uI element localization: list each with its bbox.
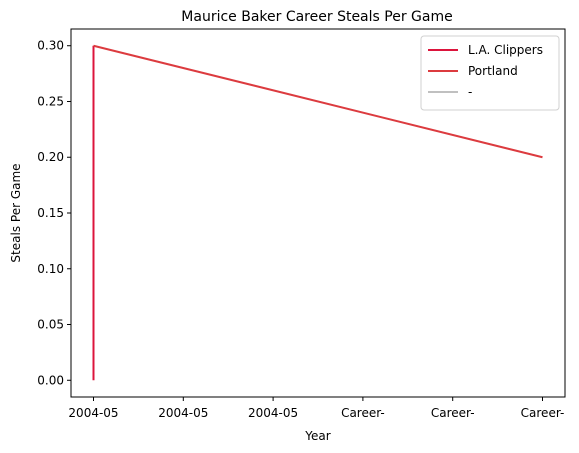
y-tick-label: 0.05 xyxy=(37,318,64,332)
legend-label: Portland xyxy=(468,64,518,78)
x-tick-label: 2004-05 xyxy=(248,406,298,420)
x-axis-ticks: 2004-05 2004-05 2004-05 Career- Career- Caree… xyxy=(68,397,564,420)
x-tick-label: 2004-05 xyxy=(158,406,208,420)
y-axis-label: Steals Per Game xyxy=(9,163,23,262)
x-tick-label: Career- xyxy=(341,406,385,420)
y-tick-label: 0.15 xyxy=(37,206,64,220)
y-tick-label: 0.25 xyxy=(37,94,64,108)
series-line-1 xyxy=(93,44,543,159)
chart-title: Maurice Baker Career Steals Per Game xyxy=(181,9,452,25)
x-tick-label: 2004-05 xyxy=(68,406,118,420)
x-tick-label: Career- xyxy=(521,406,565,420)
y-tick-label: 0.20 xyxy=(37,150,64,164)
legend: L.A. Clippers Portland - xyxy=(420,35,560,111)
plot-frame xyxy=(70,28,566,398)
x-tick-label: Career- xyxy=(431,406,475,420)
series-layer xyxy=(92,44,543,381)
y-tick-label: 0.10 xyxy=(37,262,64,276)
x-axis-label: Year xyxy=(304,429,330,443)
legend-label: L.A. Clippers xyxy=(468,43,543,57)
legend-label: - xyxy=(468,85,472,99)
y-tick-label: 0.30 xyxy=(37,39,64,53)
y-axis-ticks: 0.00 0.05 0.10 0.15 0.20 0.25 0.30 xyxy=(37,39,71,387)
y-tick-label: 0.00 xyxy=(37,373,64,387)
